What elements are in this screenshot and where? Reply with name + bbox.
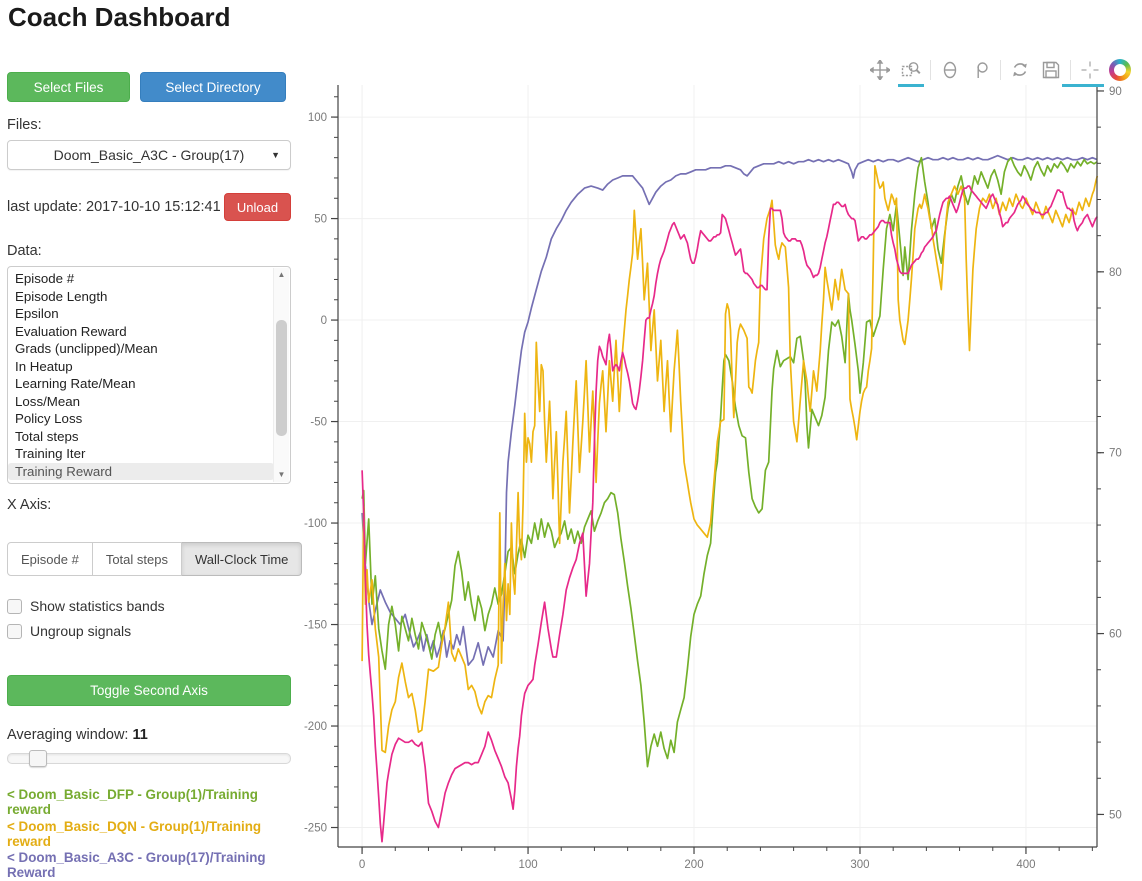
dropdown-caret-icon: ▼: [271, 150, 280, 160]
legend: < Doom_Basic_DFP - Group(1)/Training rew…: [7, 787, 291, 881]
toggle-second-axis-button[interactable]: Toggle Second Axis: [7, 675, 291, 706]
svg-text:-50: -50: [310, 417, 327, 429]
svg-text:-100: -100: [304, 518, 327, 530]
x-axis-option-episode-[interactable]: Episode #: [7, 542, 93, 576]
ungroup-signals-checkbox[interactable]: Ungroup signals: [7, 623, 291, 639]
data-list-item[interactable]: In Heatup: [15, 358, 73, 374]
svg-text:80: 80: [1109, 267, 1122, 279]
pan-tool-icon[interactable]: [868, 58, 892, 82]
data-list-item[interactable]: Loss/Mean: [15, 393, 81, 409]
svg-text:0: 0: [359, 859, 365, 871]
toolbar-separator: [1070, 60, 1071, 80]
legend-item[interactable]: < Doom_Basic_A3C - Group(17)/Training Re…: [7, 850, 266, 881]
select-directory-button[interactable]: Select Directory: [140, 72, 286, 102]
svg-text:100: 100: [308, 112, 327, 124]
averaging-window-label: Averaging window: 11: [7, 727, 291, 743]
x-axis-button-group: Episode # Total steps Wall-Clock Time: [7, 542, 303, 576]
scroll-up-icon[interactable]: ▲: [277, 270, 286, 279]
data-list-item[interactable]: Learning Rate/Mean: [15, 376, 136, 391]
bokeh-logo-icon[interactable]: [1109, 59, 1131, 81]
svg-text:0: 0: [321, 315, 327, 327]
data-list-item[interactable]: Training Reward: [8, 462, 274, 480]
chart-toolbar: [868, 58, 1131, 87]
svg-text:90: 90: [1109, 86, 1122, 98]
svg-text:50: 50: [1109, 809, 1122, 821]
hover-tool-icon[interactable]: [1062, 58, 1104, 87]
unload-button[interactable]: Unload: [224, 193, 291, 221]
svg-text:300: 300: [850, 859, 869, 871]
slider-thumb[interactable]: [29, 750, 47, 767]
data-list-scrollbar[interactable]: ▲ ▼: [273, 268, 289, 482]
files-select[interactable]: Doom_Basic_A3C - Group(17) ▼: [7, 140, 291, 170]
x-axis-option-wall-clock-time[interactable]: Wall-Clock Time: [181, 542, 303, 576]
show-statistics-bands-checkbox[interactable]: Show statistics bands: [7, 598, 291, 614]
svg-text:70: 70: [1109, 448, 1122, 460]
files-select-value: Doom_Basic_A3C - Group(17): [53, 147, 245, 163]
chart-panel: 100 50 0 -50 -100 -150 -200 -250 90 80 70 60 50 0 100 2…: [290, 0, 1142, 881]
legend-item[interactable]: < Doom_Basic_DFP - Group(1)/Training rew…: [7, 787, 258, 818]
tap-select-tool-icon[interactable]: [969, 58, 993, 82]
last-update-text: last update: 2017-10-10 15:12:41: [7, 199, 221, 215]
select-files-button[interactable]: Select Files: [7, 72, 130, 102]
reset-tool-icon[interactable]: [1008, 58, 1032, 82]
toolbar-separator: [930, 60, 931, 80]
averaging-window-text: Averaging window:: [7, 727, 129, 743]
data-list-item[interactable]: Evaluation Reward: [15, 323, 127, 339]
averaging-window-slider[interactable]: [7, 750, 291, 767]
toolbar-separator: [1000, 60, 1001, 80]
data-list[interactable]: Episode # Episode Length Epsilon Evaluation…: [7, 266, 291, 484]
checkbox-label: Ungroup signals: [30, 623, 132, 639]
data-list-item[interactable]: Epsilon: [15, 306, 59, 321]
data-list-item[interactable]: Episode Length: [15, 288, 108, 304]
scroll-down-icon[interactable]: ▼: [277, 470, 286, 479]
data-list-item[interactable]: Policy Loss: [15, 411, 83, 426]
svg-text:-250: -250: [304, 823, 327, 835]
x-axis-label: X Axis:: [7, 497, 52, 513]
sidebar: Select Files Select Directory Files: Doo…: [7, 72, 303, 881]
x-axis-option-total-steps[interactable]: Total steps: [92, 542, 182, 576]
box-zoom-tool-icon[interactable]: [898, 58, 924, 87]
svg-text:-200: -200: [304, 721, 327, 733]
files-label: Files:: [7, 117, 42, 133]
legend-item[interactable]: < Doom_Basic_DQN - Group(1)/Training rew…: [7, 818, 262, 849]
training-reward-plot[interactable]: 100 50 0 -50 -100 -150 -200 -250 90 80 70 60 50 0 100 2…: [290, 0, 1142, 881]
page-title: Coach Dashboard: [8, 2, 231, 32]
data-list-item[interactable]: Episode #: [15, 271, 75, 286]
data-list-item[interactable]: Total steps: [15, 428, 79, 444]
svg-text:100: 100: [518, 859, 537, 871]
svg-text:60: 60: [1109, 629, 1122, 641]
svg-text:200: 200: [684, 859, 703, 871]
svg-text:400: 400: [1016, 859, 1035, 871]
averaging-window-value: 11: [132, 727, 148, 743]
checkbox-icon[interactable]: [7, 598, 22, 614]
wheel-zoom-tool-icon[interactable]: [938, 58, 962, 82]
scrollbar-thumb[interactable]: [276, 320, 287, 436]
svg-text:50: 50: [314, 214, 327, 226]
data-list-item[interactable]: Training Iter: [15, 446, 86, 461]
checkbox-icon[interactable]: [7, 623, 22, 639]
data-list-item[interactable]: Grads (unclipped)/Mean: [15, 341, 158, 356]
data-label: Data:: [7, 243, 42, 259]
save-tool-icon[interactable]: [1039, 58, 1063, 82]
checkbox-label: Show statistics bands: [30, 598, 165, 614]
svg-text:-150: -150: [304, 620, 327, 632]
